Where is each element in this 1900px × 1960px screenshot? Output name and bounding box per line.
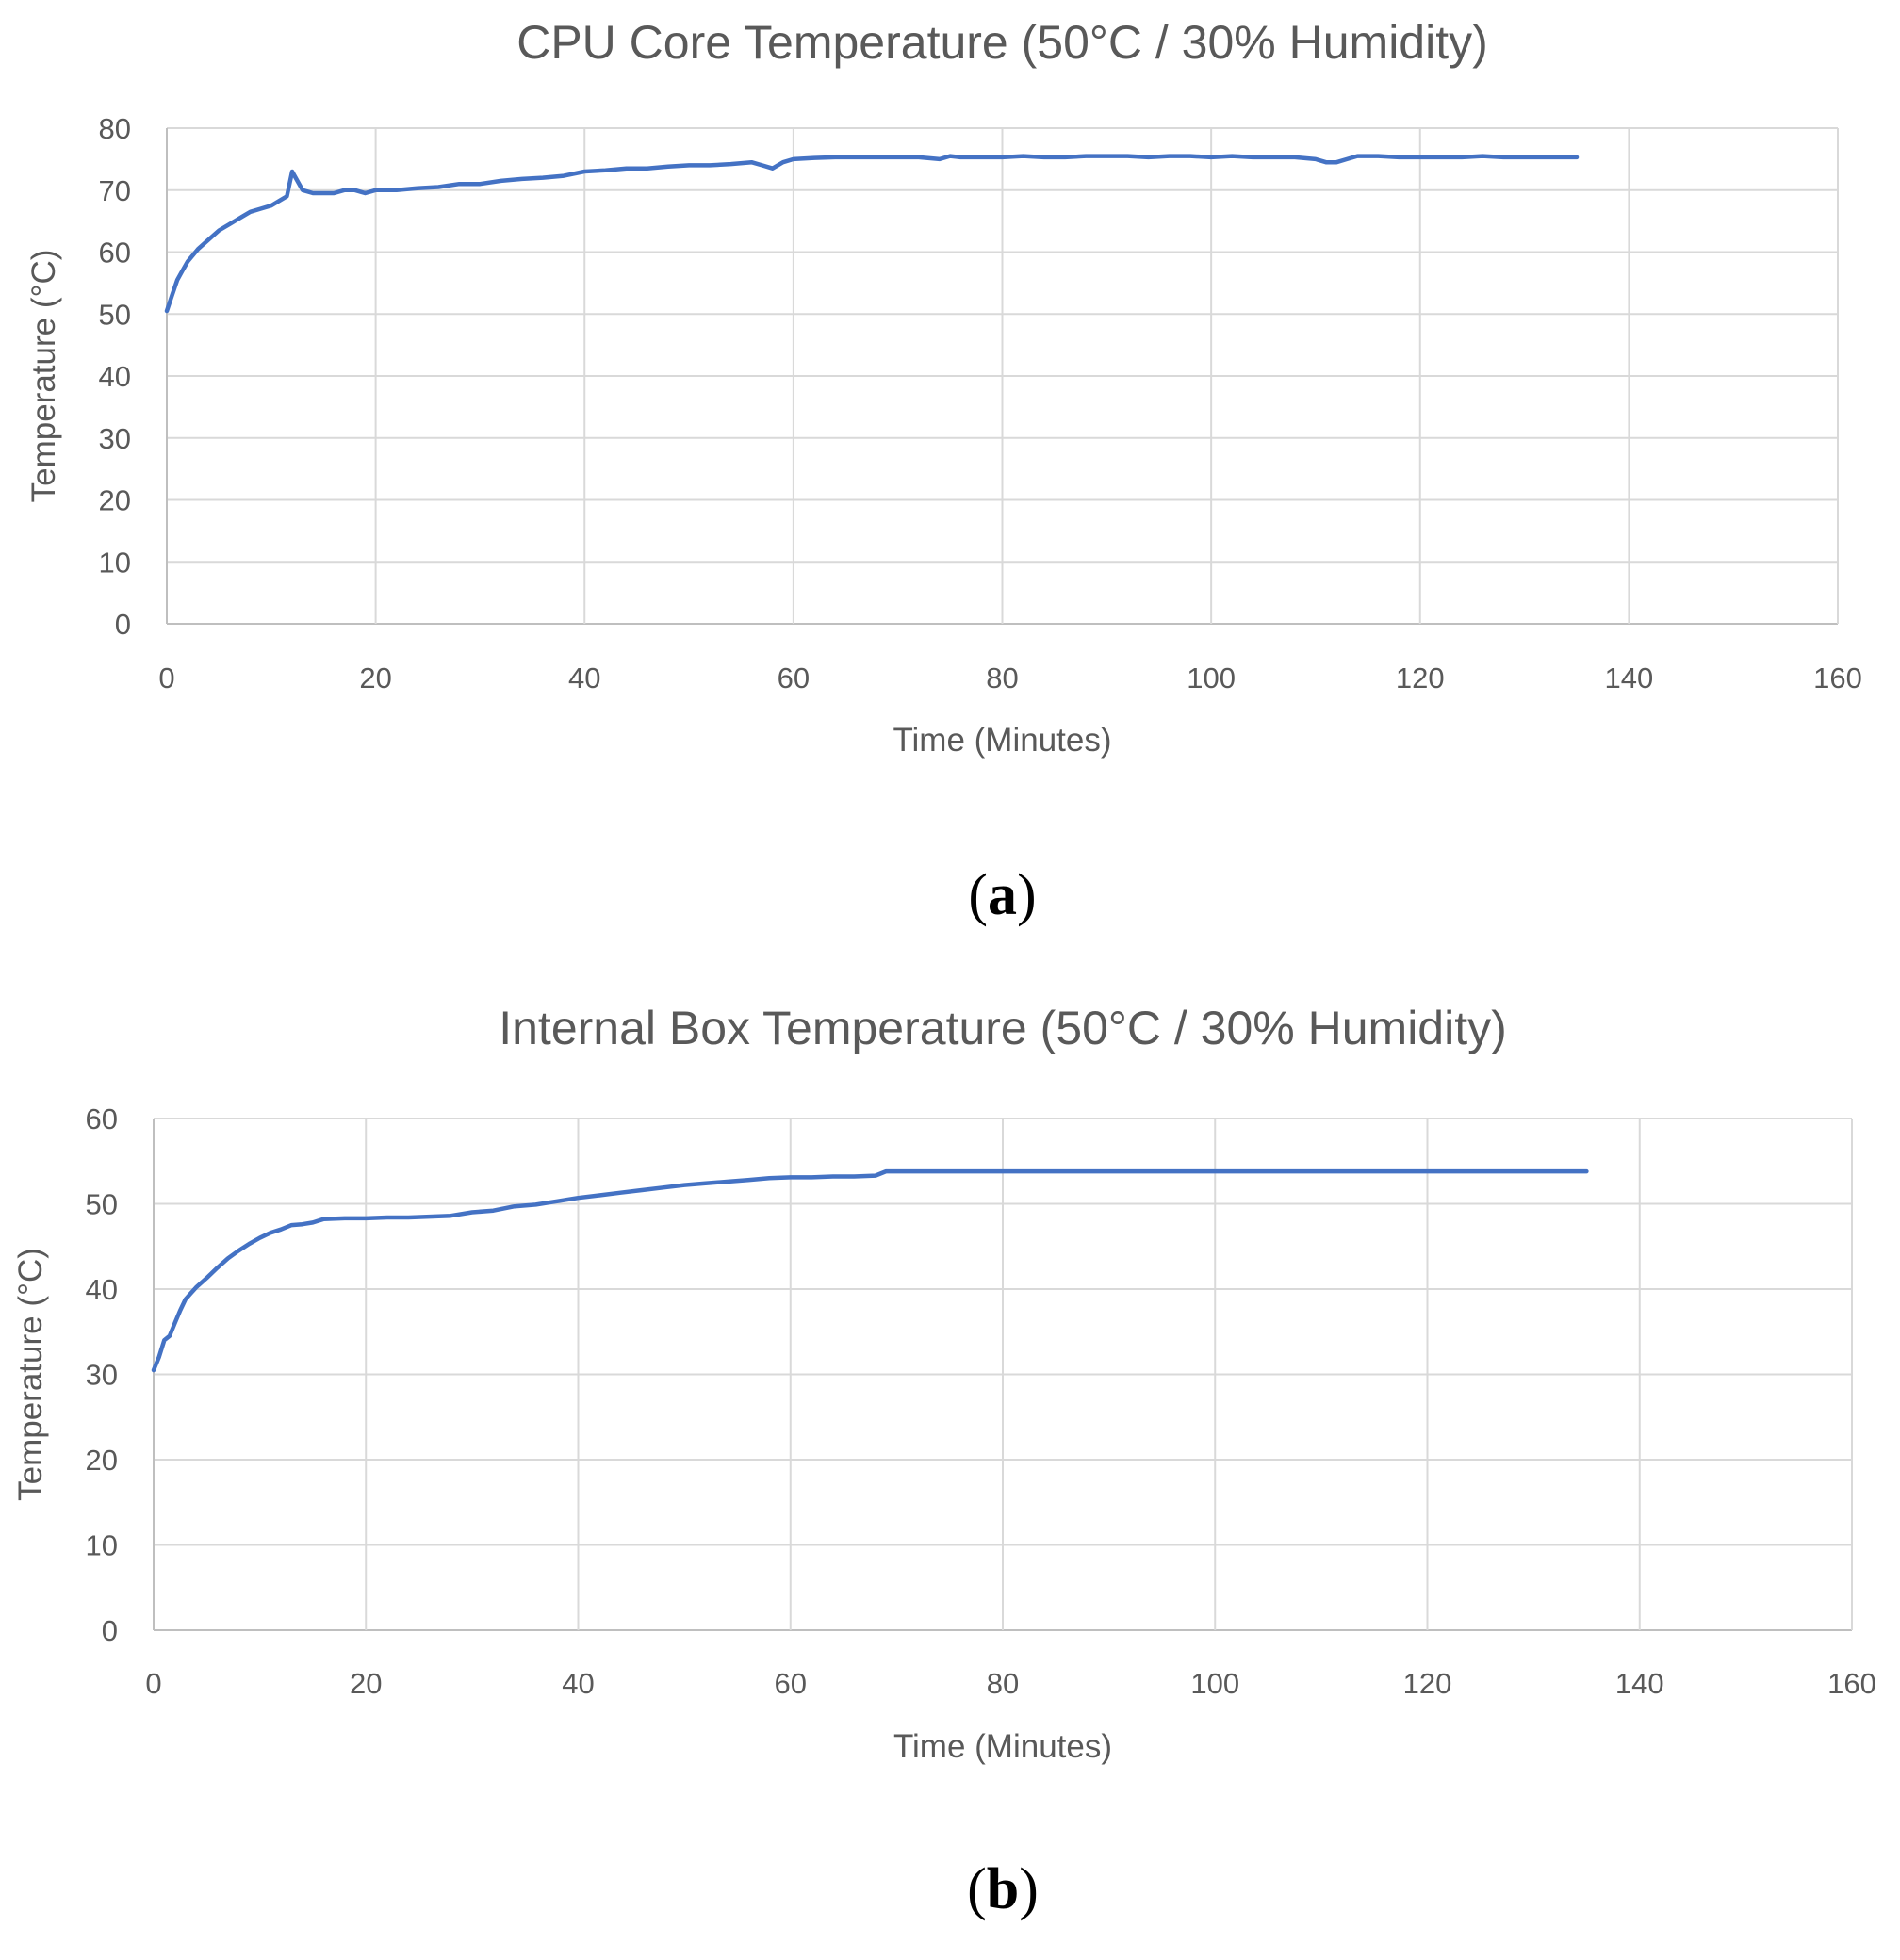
chart-a-xtick-20: 20 (359, 662, 391, 694)
chart-b-xtick-60: 60 (775, 1667, 807, 1700)
chart-a-ytick-70: 70 (99, 174, 131, 207)
chart-b-panel-paren-open: ( (967, 1857, 987, 1921)
chart-a-xtick-100: 100 (1187, 662, 1236, 694)
chart-a-ytick-60: 60 (99, 237, 131, 270)
chart-a-ytick-0: 0 (115, 608, 131, 641)
chart-b-ytick-60: 60 (86, 1102, 118, 1135)
chart-b-title: Internal Box Temperature (50°C / 30% Hum… (499, 1002, 1507, 1054)
chart-b-xtick-80: 80 (987, 1667, 1019, 1700)
chart-a-ytick-80: 80 (99, 112, 131, 145)
chart-a-xtick-120: 120 (1396, 662, 1445, 694)
chart-a-panel-letter: a (988, 863, 1017, 927)
chart-a-title: CPU Core Temperature (50°C / 30% Humidit… (516, 16, 1488, 69)
chart-b: Internal Box Temperature (50°C / 30% Hum… (12, 1002, 1876, 1921)
chart-a-panel-paren-close: ) (1017, 863, 1037, 927)
chart-b-xtick-120: 120 (1403, 1667, 1452, 1700)
chart-a-panel-paren-open: ( (968, 863, 988, 927)
chart-b-panel-letter: b (987, 1857, 1019, 1921)
chart-b-ytick-50: 50 (86, 1188, 118, 1221)
chart-b-panel-paren-close: ) (1019, 1857, 1039, 1921)
chart-a-ytick-40: 40 (99, 360, 131, 393)
chart-a-ytick-30: 30 (99, 422, 131, 455)
chart-a-y-axis-title: Temperature (°C) (25, 250, 62, 503)
chart-b-ytick-40: 40 (86, 1273, 118, 1306)
chart-b-ytick-10: 10 (86, 1529, 118, 1562)
chart-a-panel-label: (a) (968, 863, 1036, 927)
chart-b-x-axis-title: Time (Minutes) (893, 1728, 1112, 1765)
chart-b-ytick-0: 0 (102, 1614, 118, 1647)
chart-a-ytick-10: 10 (99, 546, 131, 579)
chart-b-xtick-40: 40 (562, 1667, 594, 1700)
chart-b-panel-label: (b) (967, 1857, 1039, 1921)
chart-b-series-line-0 (151, 1168, 1589, 1373)
chart-a-xtick-80: 80 (986, 662, 1018, 694)
chart-b-xtick-100: 100 (1190, 1667, 1239, 1700)
chart-b-xtick-160: 160 (1827, 1667, 1876, 1700)
chart-a-xtick-140: 140 (1605, 662, 1654, 694)
chart-a-xtick-0: 0 (158, 662, 174, 694)
chart-b-xtick-20: 20 (350, 1667, 382, 1700)
chart-a-x-axis-title: Time (Minutes) (893, 722, 1111, 759)
chart-b-xtick-0: 0 (145, 1667, 161, 1700)
chart-b-ytick-20: 20 (86, 1444, 118, 1477)
chart-b-y-axis-title: Temperature (°C) (12, 1248, 49, 1501)
chart-a-ytick-50: 50 (99, 298, 131, 331)
chart-a-xtick-160: 160 (1813, 662, 1862, 694)
chart-b-ytick-30: 30 (86, 1359, 118, 1392)
chart-b-xtick-140: 140 (1615, 1667, 1664, 1700)
chart-a-xtick-60: 60 (778, 662, 810, 694)
chart-a: CPU Core Temperature (50°C / 30% Humidit… (25, 16, 1862, 927)
chart-a-xtick-40: 40 (568, 662, 600, 694)
chart-a-ytick-20: 20 (99, 484, 131, 517)
chart-a-series-line-0 (164, 154, 1580, 314)
